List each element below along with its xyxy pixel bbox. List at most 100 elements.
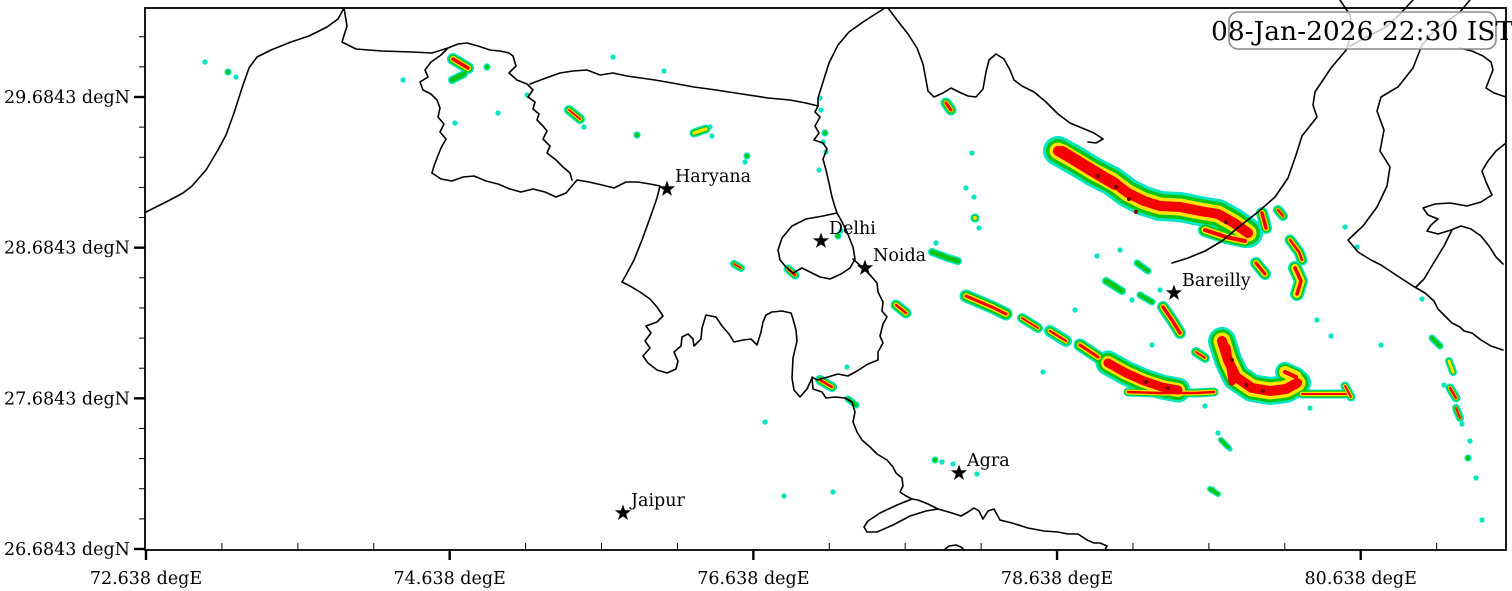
echo-cell bbox=[1094, 253, 1100, 259]
echo-band-red bbox=[1195, 351, 1206, 359]
echo-cell bbox=[933, 240, 939, 246]
city-star-icon bbox=[1165, 284, 1183, 300]
echo-band-red bbox=[1254, 261, 1267, 276]
echo-cell bbox=[1040, 369, 1046, 375]
echo-cell bbox=[762, 419, 768, 425]
echo-cell bbox=[950, 461, 956, 467]
echo-core-cell bbox=[1133, 209, 1139, 215]
echo-cell bbox=[1479, 517, 1485, 523]
x-tick-label: 80.638 degE bbox=[1305, 569, 1417, 589]
y-tick-label: 28.6843 degN bbox=[4, 239, 130, 259]
echo-cell bbox=[1441, 382, 1447, 388]
echo-band-red bbox=[1455, 407, 1461, 419]
echo-cell bbox=[844, 364, 850, 370]
echo-cell bbox=[1342, 224, 1348, 230]
echo-band-red bbox=[1223, 343, 1236, 386]
city-marker-bareilly: Bareilly bbox=[1165, 271, 1251, 300]
boundary-line bbox=[863, 498, 939, 533]
echo-band-red bbox=[1161, 305, 1182, 335]
echo-band-red bbox=[944, 101, 953, 112]
city-marker-jaipur: Jaipur bbox=[614, 491, 686, 520]
echo-cell bbox=[1378, 342, 1384, 348]
echo-cell bbox=[744, 153, 750, 159]
echo-cell bbox=[1215, 430, 1221, 436]
y-tick-label: 26.6843 degN bbox=[4, 540, 130, 560]
x-tick-label: 78.638 degE bbox=[1001, 569, 1113, 589]
y-tick-label: 29.6843 degN bbox=[4, 88, 130, 108]
city-star-icon bbox=[950, 464, 968, 480]
boundary-line bbox=[1347, 0, 1504, 351]
echo-cell bbox=[1129, 297, 1135, 303]
echo-cell bbox=[1314, 317, 1320, 323]
city-label: Bareilly bbox=[1182, 271, 1251, 291]
echo-cell bbox=[1419, 296, 1425, 302]
boundary-line bbox=[1422, 142, 1507, 265]
boundary-lines-layer bbox=[145, 0, 1507, 551]
echo-band-red bbox=[451, 57, 470, 70]
echo-cell bbox=[963, 185, 969, 191]
echo-band-red bbox=[568, 109, 581, 120]
city-star-icon bbox=[812, 232, 830, 248]
echo-band-red bbox=[733, 263, 742, 269]
echo-cell bbox=[974, 471, 980, 477]
echo-band-red bbox=[1260, 211, 1268, 230]
echo-core-cell bbox=[1260, 388, 1266, 394]
echo-band-red bbox=[1448, 386, 1458, 400]
city-label: Agra bbox=[966, 451, 1010, 471]
echo-cell bbox=[1467, 438, 1473, 444]
echo-cell bbox=[969, 150, 975, 156]
echo-cell bbox=[709, 133, 715, 139]
echo-cell bbox=[1473, 475, 1479, 481]
echo-band-green bbox=[449, 71, 467, 83]
echo-band-yellow bbox=[692, 127, 708, 135]
city-star-icon bbox=[856, 259, 874, 275]
echo-cell bbox=[1157, 287, 1163, 293]
echo-core-cell bbox=[1113, 184, 1119, 190]
echo-cell bbox=[634, 132, 640, 138]
echo-cell bbox=[581, 124, 587, 130]
y-tick-label: 27.6843 degN bbox=[4, 389, 130, 409]
boundary-line bbox=[508, 55, 573, 181]
echo-band-red bbox=[1078, 343, 1100, 359]
echo-core-cell bbox=[1095, 173, 1101, 179]
echo-cell bbox=[932, 457, 938, 463]
boundary-line bbox=[811, 258, 913, 500]
echo-core-cell bbox=[1165, 385, 1171, 391]
city-star-icon bbox=[614, 504, 632, 520]
echo-cell bbox=[742, 159, 748, 165]
echo-band-green bbox=[1219, 438, 1230, 449]
axis-ticks-layer: 72.638 degE 74.638 degE 76.638 degE 78.638 … bbox=[4, 36, 1438, 589]
echo-core-cell bbox=[1143, 379, 1149, 385]
echo-cell bbox=[1209, 487, 1215, 493]
echo-cell bbox=[1465, 455, 1471, 461]
echo-band-red bbox=[818, 378, 834, 389]
city-marker-noida: Noida bbox=[856, 246, 926, 275]
echo-cell bbox=[400, 77, 406, 83]
echo-cell bbox=[495, 110, 501, 116]
timestamp-label: 08-Jan-2026 22:30 IST bbox=[1211, 16, 1512, 47]
x-tick-label: 72.638 degE bbox=[90, 569, 202, 589]
echo-core-cell bbox=[1229, 357, 1235, 363]
city-star-icon bbox=[658, 180, 676, 196]
echo-band-red bbox=[1344, 385, 1352, 398]
echo-cell bbox=[976, 225, 982, 231]
boundary-line bbox=[943, 544, 965, 551]
echo-cell bbox=[1307, 405, 1313, 411]
boundary-line bbox=[813, 7, 886, 214]
echo-cell bbox=[610, 54, 616, 60]
echo-cell bbox=[1328, 333, 1334, 339]
echo-cell bbox=[1202, 403, 1208, 409]
echo-band-red bbox=[1048, 329, 1068, 343]
echo-band-yellow bbox=[1447, 359, 1455, 374]
echo-band-red bbox=[894, 303, 908, 315]
echo-cell bbox=[225, 69, 231, 75]
echo-cell bbox=[822, 130, 828, 136]
echo-cell bbox=[939, 459, 945, 465]
echo-band-green bbox=[929, 249, 961, 264]
city-markers-layer: Haryana Delhi Noida Bareilly Agra Jaipur bbox=[614, 167, 1251, 520]
boundary-line bbox=[937, 507, 1108, 551]
echo-cell bbox=[233, 74, 239, 80]
